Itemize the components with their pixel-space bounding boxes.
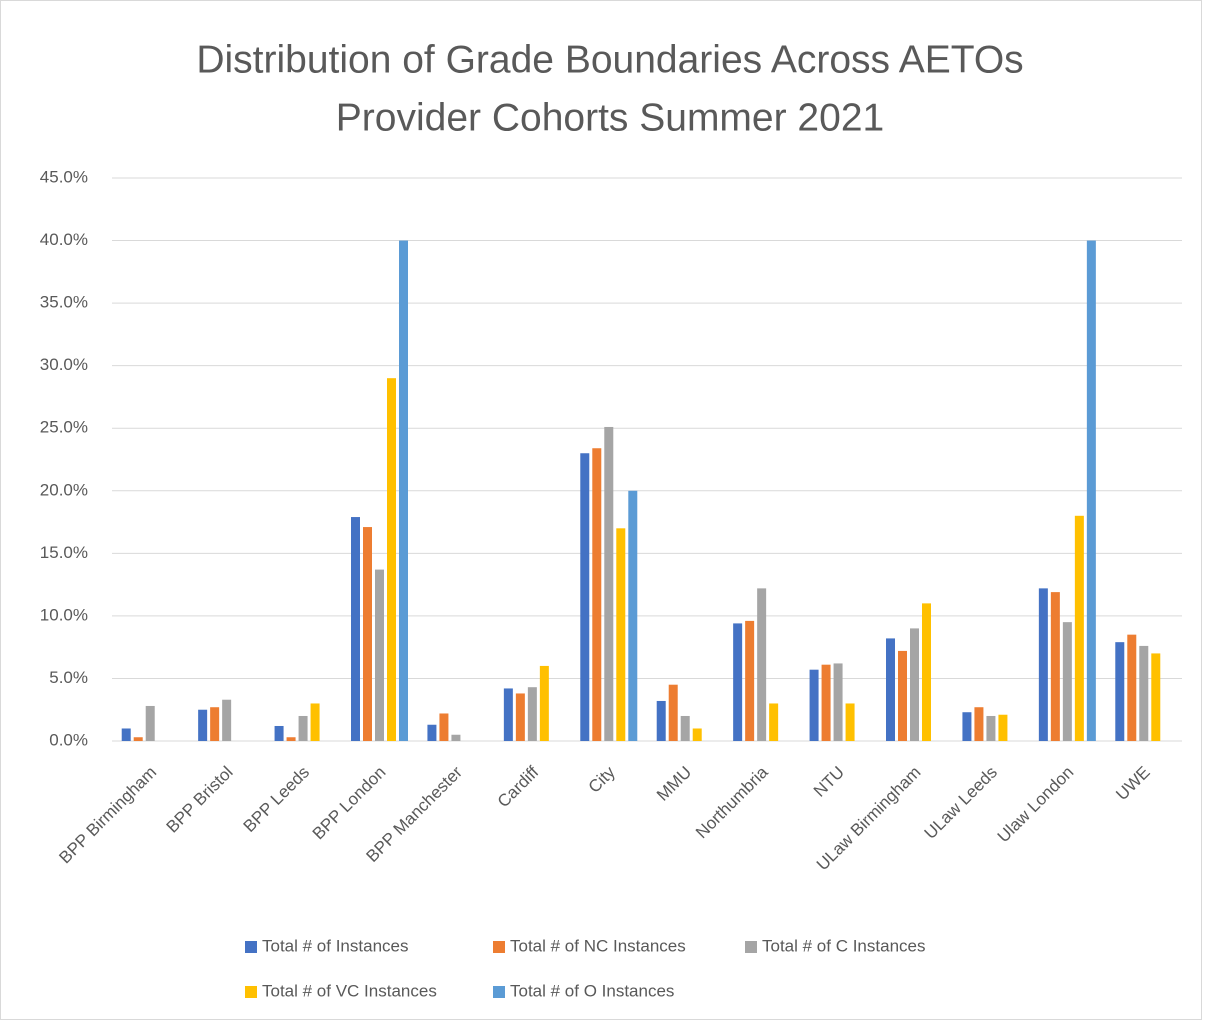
y-tick-label: 0.0% <box>49 730 88 749</box>
bar <box>439 713 449 741</box>
chart-title: Provider Cohorts Summer 2021 <box>336 96 884 139</box>
bar <box>222 699 232 741</box>
y-tick-label: 5.0% <box>49 668 88 687</box>
bar <box>628 490 638 741</box>
bar <box>692 728 702 741</box>
bar <box>986 715 996 741</box>
bar <box>1086 240 1096 742</box>
bar <box>845 703 855 741</box>
legend-label: Total # of C Instances <box>762 936 925 955</box>
bar <box>616 528 626 741</box>
bar <box>1151 653 1161 741</box>
legend-swatch <box>493 941 505 953</box>
bar <box>375 569 384 741</box>
bar <box>680 715 690 741</box>
legend-swatch <box>245 941 257 953</box>
bar <box>298 715 308 741</box>
bar <box>503 688 513 741</box>
bar <box>310 703 320 741</box>
bar <box>1074 515 1084 741</box>
legend-swatch <box>245 986 257 998</box>
bar <box>427 724 437 741</box>
bar <box>656 700 666 741</box>
bar <box>821 664 831 741</box>
bar <box>604 426 614 741</box>
y-tick-label: 25.0% <box>40 418 88 437</box>
bar <box>286 737 296 741</box>
y-tick-label: 30.0% <box>40 355 88 374</box>
bar <box>668 684 678 741</box>
bar <box>745 620 755 741</box>
bar <box>363 527 372 741</box>
bar <box>910 628 919 741</box>
bar <box>133 737 143 741</box>
bar <box>998 714 1008 741</box>
bar <box>527 687 537 741</box>
y-tick-label: 20.0% <box>40 480 88 499</box>
legend-label: Total # of O Instances <box>510 981 674 1000</box>
bar <box>451 734 461 741</box>
bar <box>809 669 819 741</box>
bar <box>974 707 984 741</box>
y-tick-label: 10.0% <box>40 605 88 624</box>
bar <box>539 665 549 741</box>
bar <box>121 728 131 741</box>
bar <box>886 638 895 741</box>
bar <box>833 663 843 741</box>
bar <box>1115 642 1125 741</box>
legend-swatch <box>493 986 505 998</box>
bar <box>274 725 284 741</box>
legend-swatch <box>745 941 757 953</box>
bar <box>351 517 360 741</box>
legend-label: Total # of Instances <box>262 936 408 955</box>
bar <box>962 712 972 741</box>
bar <box>898 650 907 741</box>
bar <box>145 705 155 741</box>
bar <box>1139 645 1149 741</box>
legend-label: Total # of NC Instances <box>510 936 686 955</box>
bar <box>1062 622 1072 741</box>
bar <box>210 707 220 741</box>
y-tick-label: 35.0% <box>40 293 88 312</box>
bar <box>592 448 602 741</box>
bar <box>769 703 779 741</box>
legend-label: Total # of VC Instances <box>262 981 437 1000</box>
bar <box>1127 634 1137 741</box>
bar <box>399 240 408 742</box>
bar <box>387 378 396 741</box>
y-tick-label: 15.0% <box>40 543 88 562</box>
y-tick-label: 45.0% <box>40 167 88 186</box>
bar <box>922 603 931 741</box>
chart-title: Distribution of Grade Boundaries Across … <box>196 38 1023 81</box>
y-tick-label: 40.0% <box>40 230 88 249</box>
bar <box>515 693 525 741</box>
bar <box>733 623 743 741</box>
bar <box>580 453 590 741</box>
bar <box>198 709 208 741</box>
bar <box>1038 588 1048 741</box>
bar <box>1050 592 1060 741</box>
bar <box>757 588 767 741</box>
